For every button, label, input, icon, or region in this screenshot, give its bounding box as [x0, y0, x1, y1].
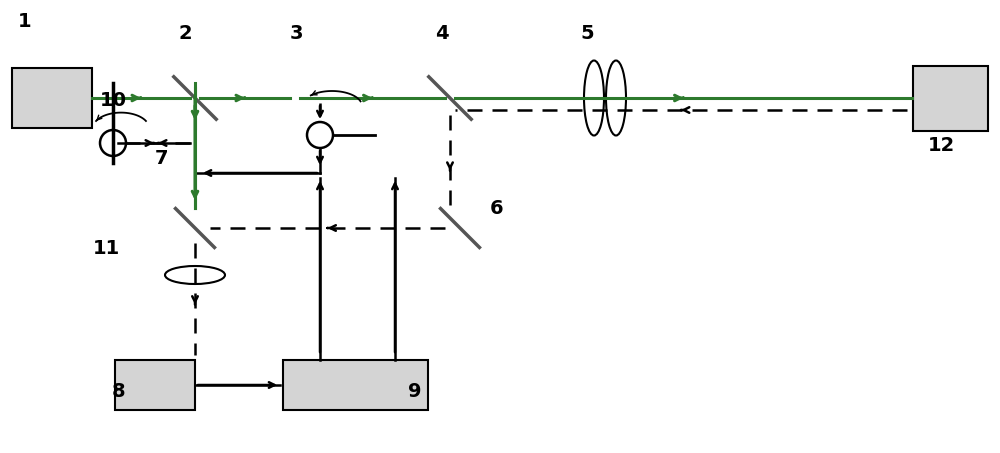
Text: 3: 3	[290, 24, 304, 43]
Circle shape	[307, 122, 333, 148]
Text: 5: 5	[580, 24, 594, 43]
Text: 11: 11	[93, 239, 120, 258]
Ellipse shape	[165, 266, 225, 284]
Bar	[115, 360, 195, 410]
Bar	[283, 360, 428, 410]
Text: 7: 7	[155, 149, 168, 168]
Ellipse shape	[584, 61, 604, 135]
Circle shape	[100, 130, 126, 156]
Text: 4: 4	[435, 24, 449, 43]
Text: 12: 12	[928, 136, 955, 155]
Ellipse shape	[606, 61, 626, 135]
Text: 2: 2	[178, 24, 192, 43]
Text: 6: 6	[490, 199, 504, 218]
Bar	[12, 68, 92, 128]
Bar	[912, 66, 988, 130]
Text: 1: 1	[18, 12, 32, 31]
Text: 9: 9	[408, 382, 422, 401]
Text: 10: 10	[100, 91, 127, 110]
Text: 8: 8	[112, 382, 126, 401]
